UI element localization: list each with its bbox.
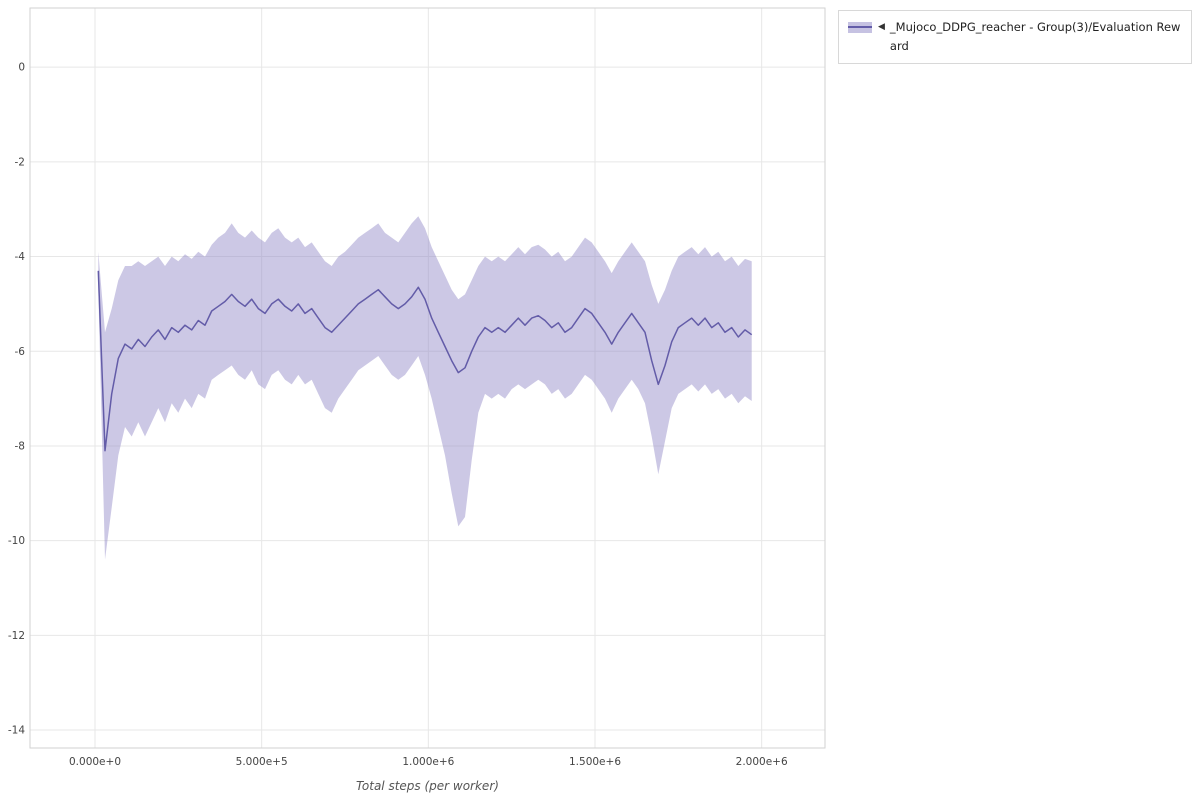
x-axis-label: Total steps (per worker) xyxy=(356,779,499,793)
legend[interactable]: ◀ _Mujoco_DDPG_reacher - Group(3)/Evalua… xyxy=(838,10,1192,64)
svg-text:-4: -4 xyxy=(15,251,26,263)
legend-collapse-icon[interactable]: ◀ xyxy=(878,22,885,32)
legend-series-swatch-icon xyxy=(848,22,872,33)
confidence-band xyxy=(98,216,752,560)
legend-series-label[interactable]: _Mujoco_DDPG_reacher - Group(3)/Evaluati… xyxy=(889,20,1181,53)
svg-text:-2: -2 xyxy=(15,156,25,168)
mean-line xyxy=(97,270,753,452)
legend-line-icon xyxy=(848,26,872,28)
svg-text:-6: -6 xyxy=(15,346,26,358)
svg-text:2.000e+6: 2.000e+6 xyxy=(736,756,788,768)
plot-border xyxy=(29,7,826,749)
y-tick-labels: 0 -2 -4 -6 -8 -10 -12 -14 xyxy=(8,62,25,737)
grid-lines xyxy=(30,8,825,748)
svg-text:1.500e+6: 1.500e+6 xyxy=(569,756,621,768)
plot-canvas[interactable]: 0 -2 -4 -6 -8 -10 -12 -14 0.000e+0 5.000e+5 1.000e… xyxy=(0,0,840,800)
svg-text:0: 0 xyxy=(18,62,25,74)
svg-text:-10: -10 xyxy=(8,535,25,547)
svg-text:-14: -14 xyxy=(8,725,25,737)
chart-area: 0 -2 -4 -6 -8 -10 -12 -14 0.000e+0 5.000e+5 1.000e… xyxy=(0,0,840,800)
svg-text:-12: -12 xyxy=(8,630,25,642)
svg-text:1.000e+6: 1.000e+6 xyxy=(402,756,454,768)
svg-text:5.000e+5: 5.000e+5 xyxy=(236,756,288,768)
svg-text:-8: -8 xyxy=(15,440,25,452)
x-tick-labels: 0.000e+0 5.000e+5 1.000e+6 1.500e+6 2.000e+6 xyxy=(69,756,788,768)
svg-text:0.000e+0: 0.000e+0 xyxy=(69,756,121,768)
